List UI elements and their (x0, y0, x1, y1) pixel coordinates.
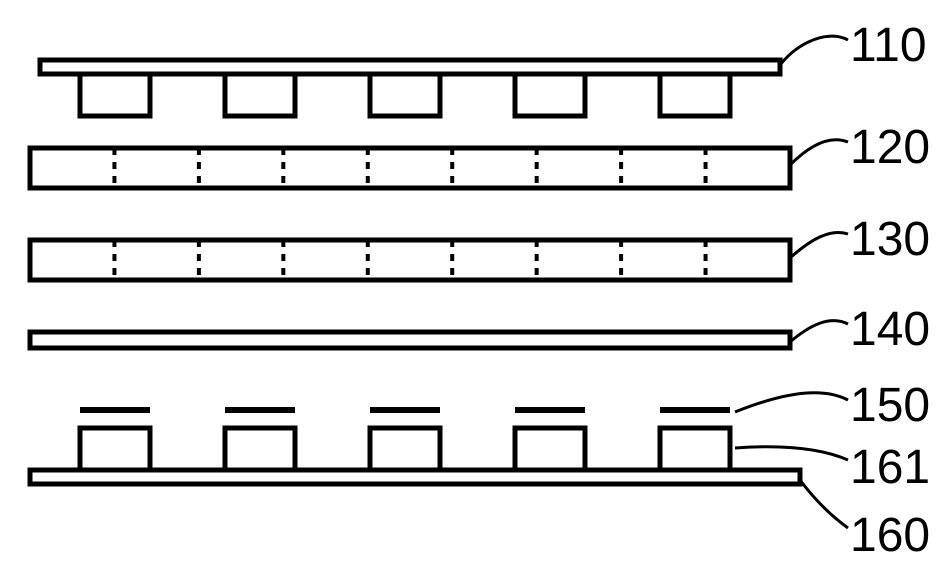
label-130: 130 (850, 212, 930, 267)
diagram-container: 110 120 130 140 150 161 160 (0, 0, 950, 556)
label-110: 110 (850, 18, 927, 73)
label-120: 120 (850, 120, 930, 175)
label-161: 161 (850, 440, 930, 495)
label-140: 140 (850, 302, 930, 357)
label-160: 160 (850, 508, 930, 563)
label-150: 150 (850, 378, 930, 433)
technical-diagram (0, 0, 950, 556)
